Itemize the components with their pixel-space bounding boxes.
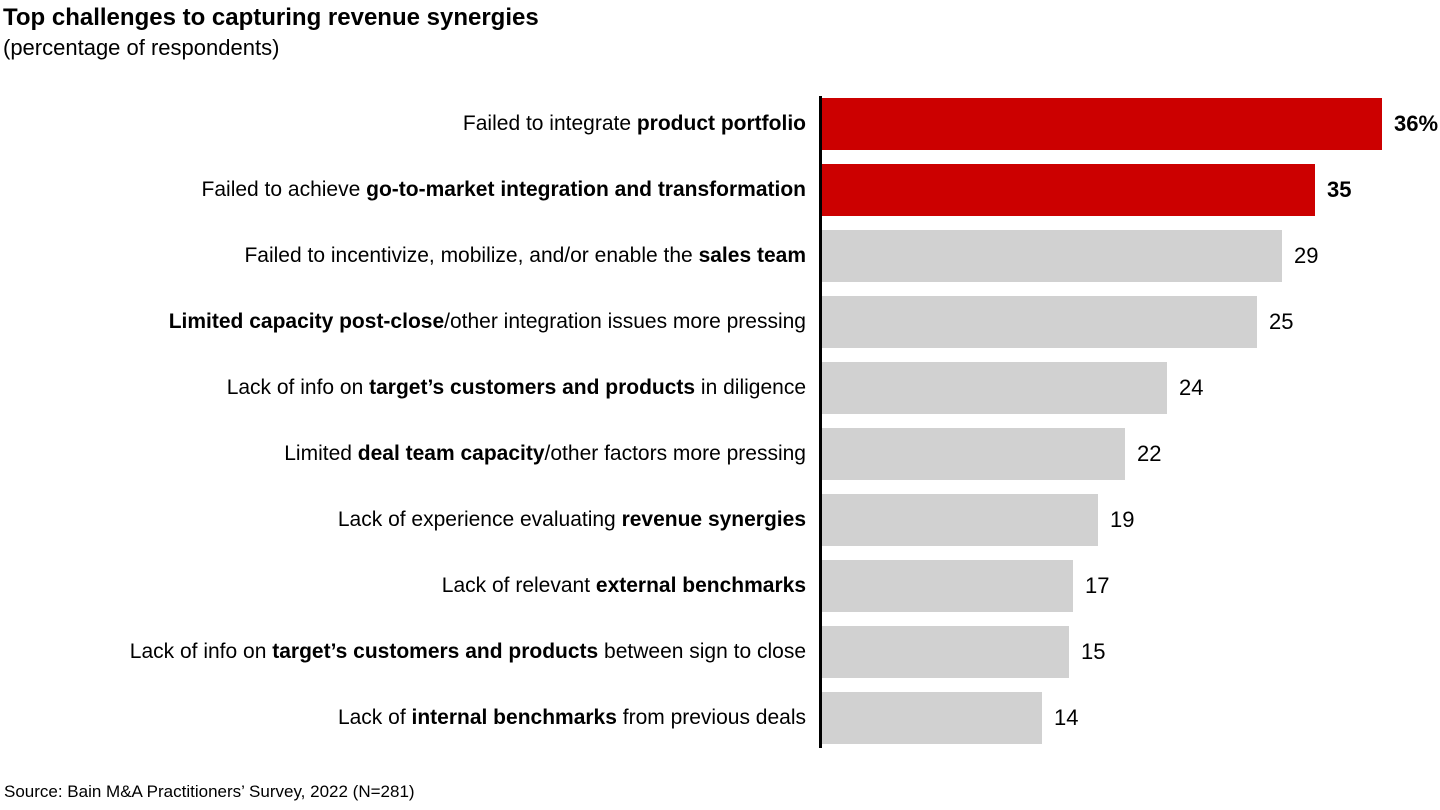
chart-rows: Failed to integrate product portfolio 36%… [0, 98, 1440, 744]
row-plot-area: 24 [822, 362, 1440, 414]
bar [822, 494, 1098, 546]
bar [822, 230, 1282, 282]
value-label: 15 [1081, 639, 1106, 664]
bar [822, 560, 1073, 612]
bar [822, 362, 1167, 414]
chart-row: Failed to integrate product portfolio 36% [0, 98, 1440, 150]
chart-header: Top challenges to capturing revenue syne… [3, 2, 539, 63]
category-label: Lack of experience evaluating revenue sy… [337, 508, 806, 531]
value-label: 29 [1294, 243, 1319, 268]
value-label: 25 [1269, 309, 1294, 334]
axis-baseline [819, 96, 822, 748]
bar [822, 692, 1042, 744]
chart-row: Lack of relevant external benchmarks 17 [0, 560, 1440, 612]
category-label: Lack of info on target’s customers and p… [129, 640, 806, 663]
value-label: 14 [1054, 705, 1079, 730]
row-plot-area: 14 [822, 692, 1440, 744]
category-label: Lack of relevant external benchmarks [441, 574, 806, 597]
value-label: 35 [1327, 177, 1352, 202]
chart-row: Limited deal team capacity/other factors… [0, 428, 1440, 480]
chart-row: Lack of info on target’s customers and p… [0, 362, 1440, 414]
bar [822, 296, 1257, 348]
bar-highlighted [822, 164, 1315, 216]
chart-row: Lack of info on target’s customers and p… [0, 626, 1440, 678]
row-plot-area: 25 [822, 296, 1440, 348]
value-label: 19 [1110, 507, 1135, 532]
row-plot-area: 22 [822, 428, 1440, 480]
value-label: 17 [1085, 573, 1110, 598]
category-label: Lack of info on target’s customers and p… [226, 376, 806, 399]
chart-row: Lack of experience evaluating revenue sy… [0, 494, 1440, 546]
category-label: Failed to achieve go-to-market integrati… [201, 178, 806, 201]
bar [822, 626, 1069, 678]
source-note: Source: Bain M&A Practitioners’ Survey, … [4, 782, 415, 801]
chart-title: Top challenges to capturing revenue syne… [3, 4, 539, 31]
value-label: 36% [1394, 111, 1439, 136]
row-plot-area: 15 [822, 626, 1440, 678]
chart-row: Failed to achieve go-to-market integrati… [0, 164, 1440, 216]
category-label: Failed to incentivize, mobilize, and/or … [244, 244, 806, 267]
bar [822, 428, 1125, 480]
category-label: Limited capacity post-close/other integr… [168, 310, 806, 333]
value-label: 24 [1179, 375, 1204, 400]
category-label: Lack of internal benchmarks from previou… [337, 706, 806, 729]
row-plot-area: 17 [822, 560, 1440, 612]
category-label: Limited deal team capacity/other factors… [284, 442, 806, 465]
chart-row: Failed to incentivize, mobilize, and/or … [0, 230, 1440, 282]
row-plot-area: 19 [822, 494, 1440, 546]
chart-row: Limited capacity post-close/other integr… [0, 296, 1440, 348]
chart-subtitle: (percentage of respondents) [3, 35, 280, 61]
chart-row: Lack of internal benchmarks from previou… [0, 692, 1440, 744]
category-label: Failed to integrate product portfolio [462, 112, 806, 135]
row-plot-area: 29 [822, 230, 1440, 282]
row-plot-area: 36% [822, 98, 1440, 150]
value-label: 22 [1137, 441, 1162, 466]
row-plot-area: 35 [822, 164, 1440, 216]
bar-highlighted [822, 98, 1382, 150]
